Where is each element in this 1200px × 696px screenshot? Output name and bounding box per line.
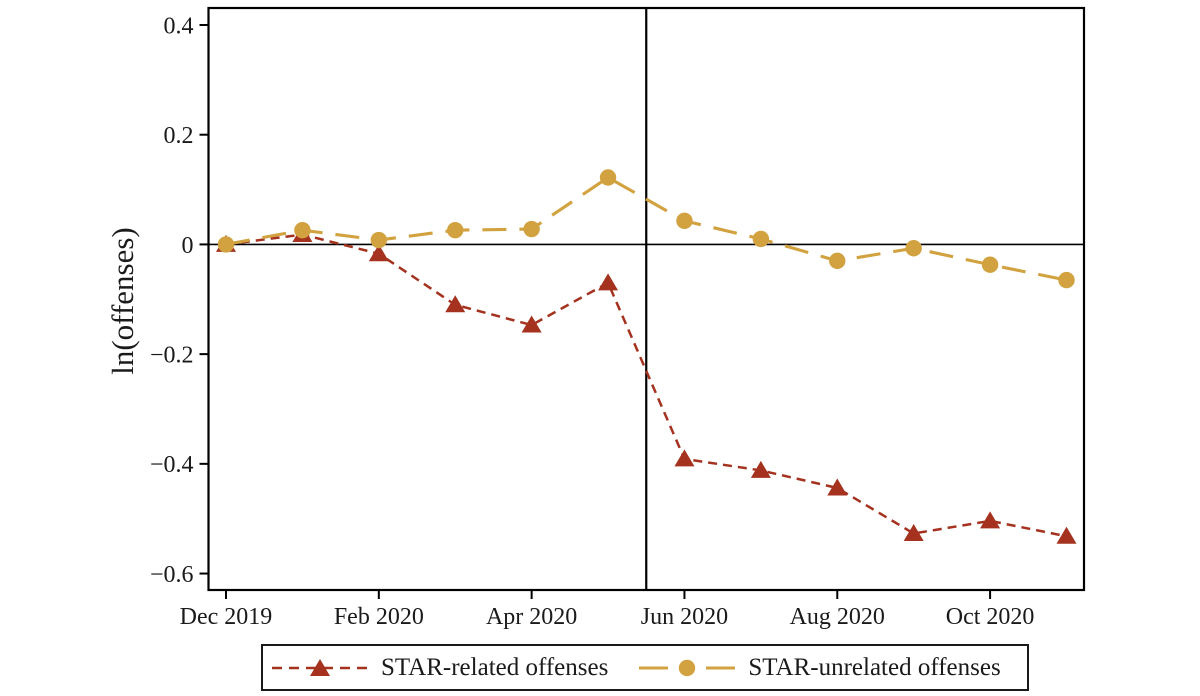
y-axis-title: ln(offenses) <box>105 227 140 375</box>
data-point-marker <box>980 511 1001 529</box>
data-point-marker <box>905 240 922 257</box>
y-tick-label: 0.2 <box>164 123 194 149</box>
series-line <box>225 175 1067 282</box>
x-tick-label: Oct 2020 <box>946 604 1035 630</box>
x-tick-label: Feb 2020 <box>334 604 424 630</box>
circle-marker-icon <box>679 659 696 676</box>
data-point-marker <box>368 244 389 262</box>
legend-item-star-related: STAR-related offenses <box>272 654 608 682</box>
data-point-marker <box>217 236 235 253</box>
data-point-marker <box>599 169 617 186</box>
triangle-marker-icon <box>310 658 330 676</box>
legend-label-star-unrelated: STAR-unrelated offenses <box>748 653 1001 681</box>
x-tick-label: Dec 2019 <box>180 604 273 630</box>
series-star-related <box>216 225 1077 544</box>
legend-label-star-related: STAR-related offenses <box>381 653 609 681</box>
data-point-marker <box>676 212 693 230</box>
y-tick-label: 0.4 <box>164 13 194 39</box>
y-tick-label: 0 <box>182 233 194 259</box>
data-point-marker <box>750 460 771 478</box>
data-point-marker <box>674 449 695 467</box>
data-point-marker <box>447 221 464 239</box>
gold-dashed-circle-sample-icon <box>639 659 736 676</box>
y-tick-label: −0.2 <box>150 343 194 369</box>
data-point-marker <box>294 221 311 239</box>
y-tick-label: −0.4 <box>150 452 194 478</box>
data-point-marker <box>903 524 924 542</box>
red-dashed-triangle-sample-icon <box>272 658 368 676</box>
legend-item-star-unrelated: STAR-unrelated offenses <box>639 653 1001 682</box>
x-tick-label: Aug 2020 <box>790 604 885 630</box>
y-tick-label: −0.6 <box>150 562 194 588</box>
data-point-marker <box>829 252 846 270</box>
data-point-marker <box>523 220 540 238</box>
data-point-marker <box>827 478 848 496</box>
x-tick-label: Apr 2020 <box>486 604 577 630</box>
data-point-marker <box>598 273 619 291</box>
data-point-marker <box>445 295 466 313</box>
plot-frame <box>207 6 1086 592</box>
series-line <box>225 233 1067 538</box>
data-point-marker <box>370 231 388 249</box>
data-point-marker <box>521 315 542 333</box>
x-tick-label: Jun 2020 <box>641 604 728 630</box>
series-star-unrelated <box>217 169 1075 289</box>
data-point-marker <box>752 230 770 248</box>
data-point-marker <box>1058 271 1075 289</box>
data-point-marker <box>1056 526 1077 544</box>
data-point-marker <box>981 256 999 273</box>
chart-legend: STAR-related offenses STAR-unrelated off… <box>261 644 1029 691</box>
